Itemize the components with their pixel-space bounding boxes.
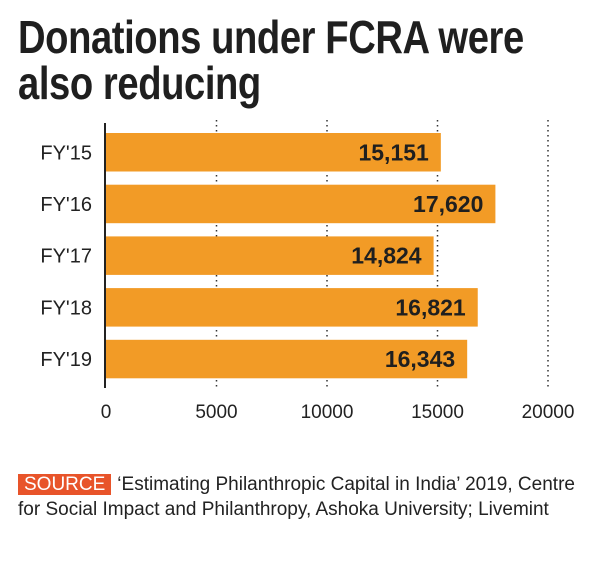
category-label: FY'19 (40, 349, 92, 371)
data-label: 14,824 (351, 243, 422, 269)
category-label: FY'15 (40, 142, 92, 164)
source-text: ‘Estimating Philanthropic Capital in Ind… (18, 474, 575, 520)
category-label: FY'16 (40, 194, 92, 216)
data-label: 16,343 (385, 346, 455, 372)
x-tick-label: 15000 (411, 402, 464, 423)
data-label: 16,821 (395, 294, 466, 320)
bar (106, 339, 468, 379)
category-label: FY'18 (40, 297, 92, 319)
source-badge: SOURCE (18, 474, 112, 495)
category-label: FY'17 (40, 246, 92, 268)
data-label: 15,151 (358, 139, 429, 165)
bar (106, 133, 441, 172)
bar-chart: 0 5000 10000 15000 20000 15,151 FY'15 17,620 FY'… (40, 120, 575, 423)
x-tick-label: 20000 (522, 402, 575, 423)
bar (106, 184, 496, 224)
title-line-1: Donations under FCRA were (18, 11, 524, 63)
data-label: 17,620 (413, 191, 483, 217)
chart-title: Donations under FCRA were also reducing (18, 14, 524, 106)
bar (106, 288, 478, 327)
x-tick-label: 10000 (301, 402, 354, 423)
bar (106, 236, 434, 275)
source-note: SOURCE ‘Estimating Philanthropic Capital … (18, 472, 588, 522)
x-tick-label: 0 (101, 402, 112, 423)
title-line-2: also reducing (18, 57, 261, 109)
x-tick-label: 5000 (195, 402, 237, 423)
